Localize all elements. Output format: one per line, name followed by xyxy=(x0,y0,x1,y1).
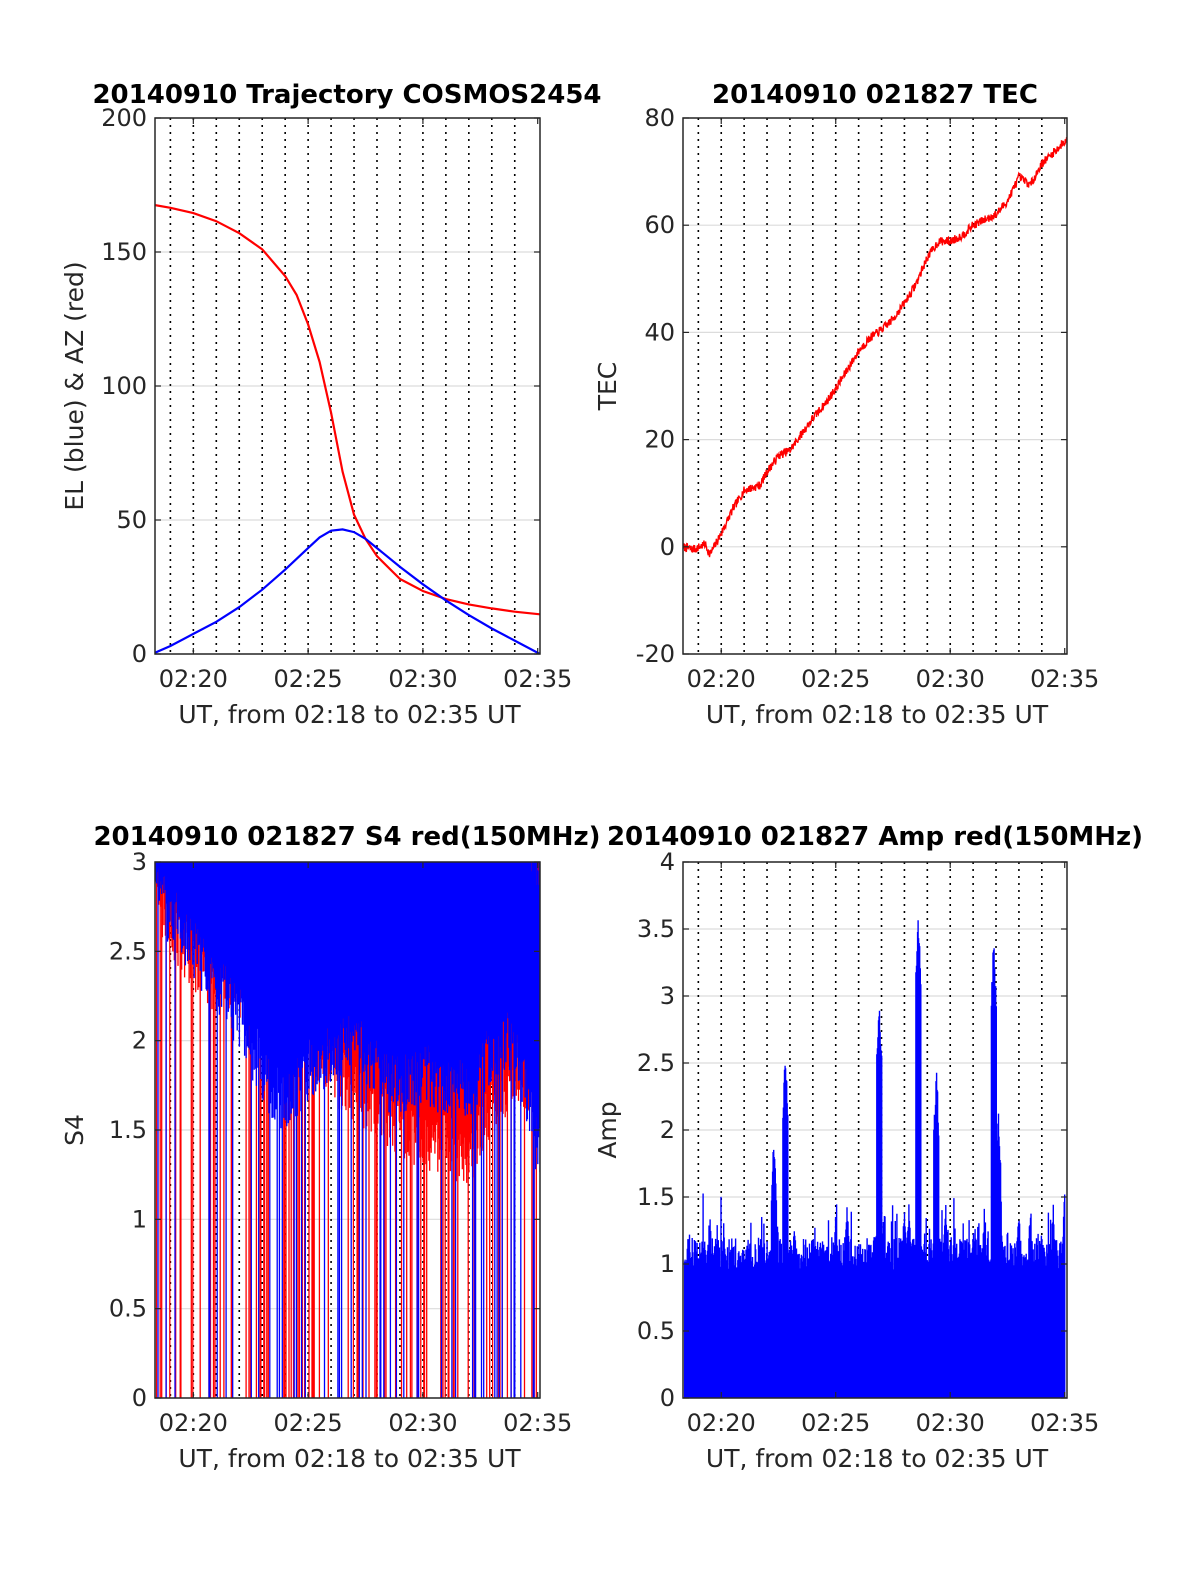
plot-data xyxy=(683,920,1066,1398)
x-tick-label: 02:35 xyxy=(1030,1409,1099,1437)
x-tick-label: 02:35 xyxy=(503,665,572,693)
chart-title: 20140910 Trajectory COSMOS2454 xyxy=(92,80,601,110)
y-tick-label: 80 xyxy=(644,104,675,132)
y-tick-label: 0 xyxy=(132,1384,147,1412)
y-tick-label: 1 xyxy=(132,1205,147,1233)
x-tick-label: 02:30 xyxy=(916,1409,985,1437)
y-tick-label: 2 xyxy=(660,1116,675,1144)
x-tick-label: 02:35 xyxy=(503,1409,572,1437)
y-tick-label: 3 xyxy=(660,982,675,1010)
y-tick-label: 100 xyxy=(101,372,147,400)
y-axis-label: TEC xyxy=(593,362,622,412)
y-tick-label: 3.5 xyxy=(637,915,675,943)
y-tick-label: 2.5 xyxy=(109,937,147,965)
y-tick-label: 1 xyxy=(660,1250,675,1278)
x-tick-label: 02:25 xyxy=(801,1409,870,1437)
axes-box xyxy=(682,117,1068,655)
y-tick-label: 2.5 xyxy=(637,1049,675,1077)
series-line-tec xyxy=(683,137,1067,558)
y-tick-label: 4 xyxy=(660,848,675,876)
y-tick-label: 0 xyxy=(132,640,147,668)
x-tick-label: 02:25 xyxy=(274,1409,343,1437)
plot-data xyxy=(155,204,540,654)
series-amp xyxy=(683,920,1066,1398)
y-tick-label: 0.5 xyxy=(637,1317,675,1345)
x-axis-label: UT, from 02:18 to 02:35 UT xyxy=(706,700,1049,729)
chart-title: 20140910 021827 Amp red(150MHz) xyxy=(607,822,1143,852)
y-tick-label: 150 xyxy=(101,238,147,266)
y-tick-label: 200 xyxy=(101,104,147,132)
series-line-el xyxy=(155,528,540,654)
plot-data xyxy=(683,137,1067,558)
y-tick-label: 3 xyxy=(132,848,147,876)
x-tick-label: 02:35 xyxy=(1030,665,1099,693)
chart-title: 20140910 021827 TEC xyxy=(712,80,1038,110)
chart-panel-1: 0 50 100 150 200 02:20 02:25 02:30 02:35 20140910… xyxy=(60,80,602,729)
chart-panel-3: 0 0.5 1 1.5 2 2.5 3 02:20 02:25 02:30 02:35 2014091… xyxy=(60,822,601,1473)
chart-title: 20140910 021827 S4 red(150MHz) xyxy=(93,822,600,852)
series-line-az xyxy=(155,204,540,616)
x-axis-label: UT, from 02:18 to 02:35 UT xyxy=(178,700,521,729)
y-tick-label: 40 xyxy=(644,318,675,346)
y-axis-label: EL (blue) & AZ (red) xyxy=(60,261,89,510)
plot-data xyxy=(155,862,540,1398)
x-tick-label: 02:20 xyxy=(687,665,756,693)
y-tick-label: -20 xyxy=(636,640,675,668)
x-tick-label: 02:30 xyxy=(916,665,985,693)
x-tick-label: 02:25 xyxy=(801,665,870,693)
y-tick-label: 0 xyxy=(660,1384,675,1412)
series-s4-blue xyxy=(155,862,540,1398)
y-tick-label: 20 xyxy=(644,426,675,454)
y-tick-label: 0 xyxy=(660,533,675,561)
chart-panel-4: 0 0.5 1 1.5 2 2.5 3 3.5 4 02:20 02:25 02:30 02:35 201… xyxy=(593,822,1143,1473)
y-tick-label: 60 xyxy=(644,211,675,239)
y-tick-label: 2 xyxy=(132,1027,147,1055)
chart-panel-2: -20 0 20 40 60 80 02:20 02:25 02:30 02:35 20140910… xyxy=(593,80,1099,729)
y-tick-label: 1.5 xyxy=(637,1183,675,1211)
x-axis-label: UT, from 02:18 to 02:35 UT xyxy=(706,1444,1049,1473)
x-tick-label: 02:25 xyxy=(274,665,343,693)
y-axis-label: Amp xyxy=(593,1101,622,1158)
x-tick-label: 02:20 xyxy=(159,1409,228,1437)
x-tick-label: 02:20 xyxy=(687,1409,756,1437)
y-tick-label: 1.5 xyxy=(109,1116,147,1144)
x-tick-label: 02:30 xyxy=(388,1409,457,1437)
x-tick-label: 02:30 xyxy=(388,665,457,693)
y-tick-label: 50 xyxy=(116,506,147,534)
y-axis-label: S4 xyxy=(60,1114,89,1146)
x-tick-label: 02:20 xyxy=(159,665,228,693)
y-tick-label: 0.5 xyxy=(109,1295,147,1323)
x-axis-label: UT, from 02:18 to 02:35 UT xyxy=(178,1444,521,1473)
